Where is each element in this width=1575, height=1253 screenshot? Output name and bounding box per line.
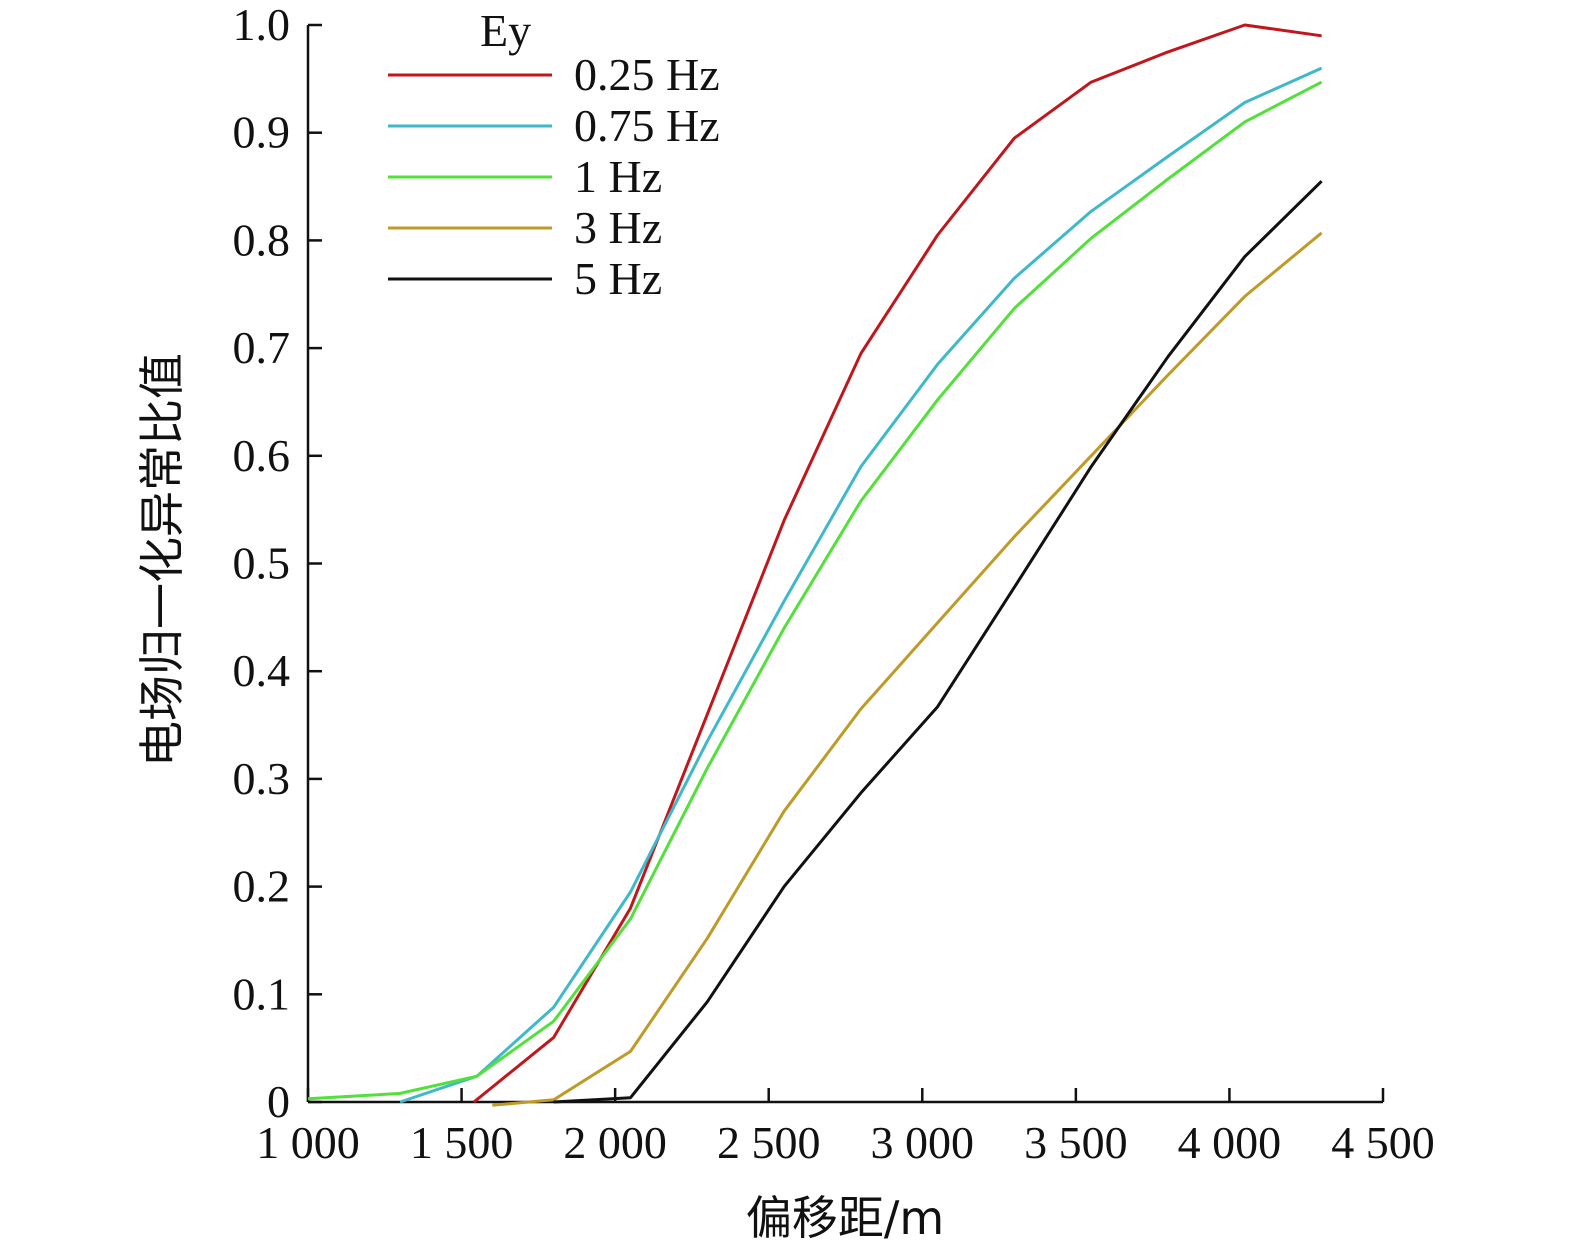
x-tick-label: 1 000 — [256, 1117, 360, 1168]
series-line-0-75-hz — [399, 66, 1323, 1104]
x-tick-label: 2 500 — [717, 1117, 821, 1168]
series-line-5-hz — [553, 180, 1323, 1104]
series-lines — [307, 23, 1323, 1107]
series-line-0-25-hz — [472, 23, 1322, 1104]
x-tick-label: 3 000 — [871, 1117, 975, 1168]
y-tick-label: 0.4 — [233, 645, 291, 696]
legend-items: 0.25 Hz0.75 Hz1 Hz3 Hz5 Hz — [388, 49, 720, 304]
x-tick-label: 1 500 — [410, 1117, 514, 1168]
y-tick-label: 0.8 — [233, 214, 291, 265]
y-axis-title: 电场归一化异常比值 — [135, 353, 189, 767]
y-tick-label: 0.1 — [233, 968, 291, 1019]
y-tick-label: 0 — [267, 1076, 290, 1127]
x-tick-label: 4 500 — [1331, 1117, 1435, 1168]
x-ticks: 1 000 1 500 2 000 2 500 3 000 3 500 4 000 4 500 — [256, 1088, 1435, 1168]
legend-label: 0.25 Hz — [574, 49, 720, 100]
x-tick-label: 2 000 — [563, 1117, 667, 1168]
series-line-3-hz — [492, 231, 1323, 1107]
x-tick-label: 4 000 — [1178, 1117, 1282, 1168]
axes — [306, 25, 1383, 1104]
y-tick-label: 0.2 — [233, 861, 291, 912]
x-axis-title: 偏移距/m — [746, 1191, 944, 1245]
x-tick-label: 3 500 — [1024, 1117, 1128, 1168]
legend-label: 1 Hz — [574, 151, 662, 202]
y-tick-label: 0.7 — [233, 322, 291, 373]
legend: Ey 0.25 Hz0.75 Hz1 Hz3 Hz5 Hz — [388, 5, 720, 304]
y-tick-label: 0.5 — [233, 538, 291, 589]
y-tick-label: 0.9 — [233, 107, 291, 158]
series-line-1-hz — [307, 80, 1323, 1101]
y-tick-label: 1.0 — [233, 0, 291, 50]
legend-label: 3 Hz — [574, 202, 662, 253]
legend-title: Ey — [480, 5, 531, 56]
legend-label: 5 Hz — [574, 253, 662, 304]
y-tick-label: 0.3 — [233, 753, 291, 804]
y-tick-label: 0.6 — [233, 430, 291, 481]
y-ticks: 0 0.1 0.2 0.3 0.4 0.5 0.6 0.7 0.8 0.9 1.0 — [233, 0, 322, 1127]
legend-label: 0.75 Hz — [574, 100, 720, 151]
